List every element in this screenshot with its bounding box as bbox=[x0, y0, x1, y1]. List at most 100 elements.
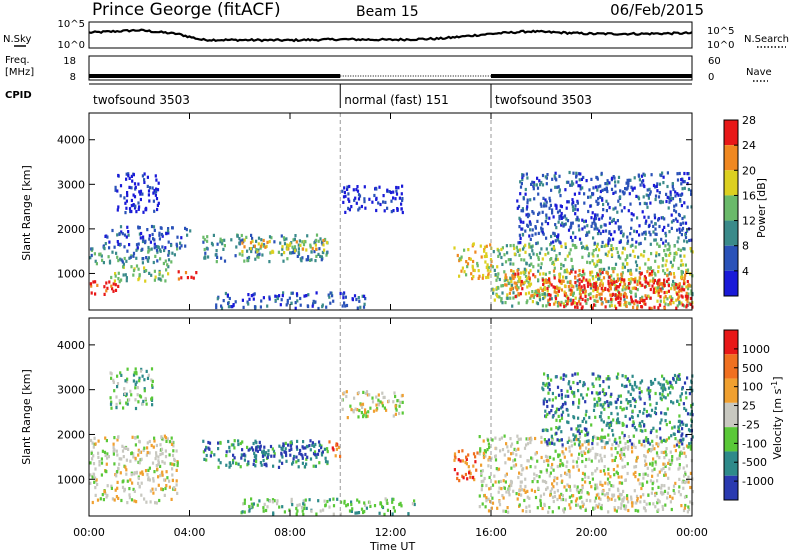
power-cell bbox=[215, 303, 218, 307]
velocity-cell bbox=[350, 502, 353, 507]
velocity-cell bbox=[595, 493, 598, 497]
velocity-cell bbox=[547, 510, 550, 514]
velocity-cell bbox=[677, 427, 680, 431]
velocity-cell bbox=[628, 417, 631, 421]
velocity-cell bbox=[134, 382, 137, 386]
velocity-cell bbox=[572, 465, 575, 469]
velocity-cell bbox=[240, 456, 243, 460]
velocity-cell bbox=[635, 385, 638, 389]
velocity-cell bbox=[689, 485, 692, 490]
velocity-cell bbox=[572, 380, 575, 385]
velocity-cell bbox=[622, 452, 626, 456]
velocity-cell bbox=[324, 456, 327, 460]
power-cell bbox=[167, 231, 170, 235]
velocity-cell bbox=[657, 381, 660, 385]
velocity-cell bbox=[175, 449, 178, 453]
velocity-cell bbox=[632, 501, 635, 505]
velocity-cell bbox=[598, 391, 601, 395]
power-cell bbox=[663, 225, 666, 229]
power-cell bbox=[650, 173, 653, 177]
power-cell bbox=[623, 303, 626, 307]
power-cell bbox=[503, 253, 506, 257]
power-cell bbox=[544, 219, 547, 224]
power-cell bbox=[212, 233, 215, 237]
power-cell bbox=[680, 272, 683, 276]
velocity-cell bbox=[673, 491, 676, 495]
velocity-cell bbox=[639, 428, 642, 433]
power-cell bbox=[616, 219, 619, 223]
power-cell bbox=[532, 187, 535, 191]
power-cbar-swatch-5 bbox=[724, 245, 738, 271]
velocity-cell bbox=[233, 456, 236, 460]
power-cell bbox=[138, 190, 141, 194]
velocity-cell bbox=[607, 467, 610, 471]
velocity-cell bbox=[610, 401, 613, 405]
power-cell bbox=[325, 240, 328, 245]
velocity-cell bbox=[594, 496, 598, 500]
power-cell bbox=[147, 256, 150, 260]
velocity-cell bbox=[599, 397, 602, 401]
power-cell bbox=[652, 287, 655, 291]
velocity-cell bbox=[466, 477, 469, 481]
velocity-cell bbox=[523, 488, 526, 492]
power-cell bbox=[286, 298, 289, 303]
velocity-cell bbox=[648, 442, 652, 446]
power-cell bbox=[347, 206, 350, 210]
power-cell bbox=[579, 187, 582, 191]
velocity-cell bbox=[633, 383, 637, 387]
velocity-cell bbox=[603, 493, 606, 497]
velocity-cell bbox=[464, 460, 467, 465]
velocity-cell bbox=[681, 438, 684, 442]
velocity-cell bbox=[281, 505, 284, 509]
cpid-segment-label-1: normal (fast) 151 bbox=[344, 93, 448, 107]
power-cell bbox=[644, 237, 647, 241]
velocity-cell bbox=[669, 381, 672, 385]
velocity-cell bbox=[651, 482, 654, 486]
power-cell bbox=[614, 221, 617, 225]
power-cell bbox=[519, 185, 523, 189]
velocity-cell bbox=[124, 379, 127, 383]
velocity-cell bbox=[663, 438, 666, 442]
power-cell bbox=[317, 306, 320, 311]
power-cell bbox=[685, 291, 688, 295]
power-cell bbox=[283, 242, 287, 246]
power-cell bbox=[496, 265, 499, 269]
power-cell bbox=[649, 272, 652, 276]
power-cell bbox=[149, 240, 152, 244]
power-cell bbox=[392, 196, 395, 200]
power-cell bbox=[646, 188, 649, 192]
velocity-cell bbox=[588, 415, 591, 420]
velocity-cell bbox=[677, 419, 680, 423]
velocity-cell bbox=[649, 430, 652, 435]
power-cell bbox=[569, 292, 572, 296]
power-cell bbox=[610, 300, 613, 304]
power-cell bbox=[400, 202, 403, 206]
velocity-cell bbox=[462, 476, 465, 480]
power-cell bbox=[504, 283, 507, 287]
velocity-cell bbox=[498, 500, 501, 504]
velocity-cell bbox=[688, 392, 691, 396]
power-cell bbox=[592, 236, 595, 240]
velocity-cell bbox=[332, 504, 336, 508]
power-cell bbox=[519, 192, 522, 196]
power-cell bbox=[572, 208, 575, 212]
velocity-cell bbox=[613, 439, 616, 443]
velocity-cell bbox=[237, 442, 240, 447]
power-cell bbox=[669, 190, 672, 194]
power-cell bbox=[247, 255, 251, 260]
power-cell bbox=[520, 182, 523, 186]
velocity-cell bbox=[372, 409, 376, 413]
velocity-cell bbox=[560, 492, 563, 496]
velocity-cell bbox=[256, 449, 259, 453]
power-cell bbox=[542, 196, 545, 200]
velocity-cell bbox=[660, 486, 663, 490]
power-cell bbox=[296, 299, 299, 303]
nave-tick-top: 60 bbox=[708, 56, 721, 67]
velocity-cell bbox=[562, 452, 565, 456]
velocity-cell bbox=[543, 438, 546, 442]
power-cell bbox=[577, 218, 580, 222]
power-cell bbox=[227, 301, 230, 306]
velocity-cell bbox=[542, 428, 545, 432]
velocity-cell bbox=[176, 491, 179, 495]
power-cell bbox=[548, 297, 552, 301]
